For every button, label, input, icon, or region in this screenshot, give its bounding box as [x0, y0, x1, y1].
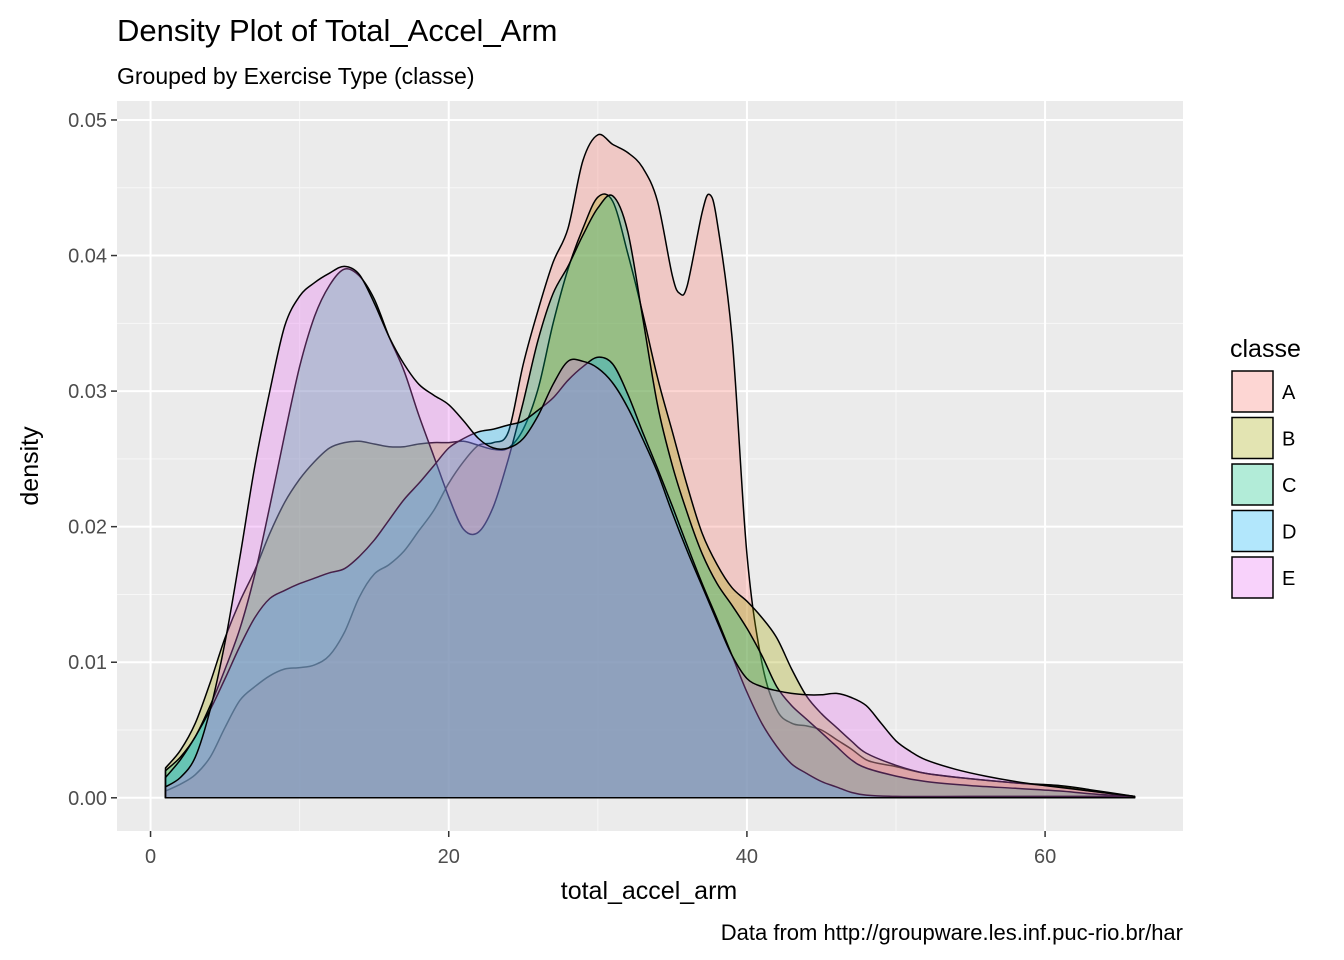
legend: A B C D E	[1231, 370, 1296, 599]
legend-label-a: A	[1282, 382, 1296, 404]
y-axis-title: density	[16, 426, 44, 506]
legend-key-c	[1231, 463, 1274, 506]
density-area-e	[164, 265, 1136, 799]
legend-key-bg-c	[1231, 463, 1274, 506]
chart-title: Density Plot of Total_Accel_Arm	[117, 13, 558, 48]
chart-caption: Data from http://groupware.les.inf.puc-r…	[721, 920, 1183, 945]
y-tick-label: 0.00	[68, 788, 107, 810]
x-tick-label: 0	[145, 846, 156, 868]
x-axis-title: total_accel_arm	[561, 877, 737, 905]
legend-key-a	[1231, 370, 1274, 413]
density-area-d	[164, 356, 1136, 799]
legend-key-bg-e	[1231, 556, 1274, 599]
density-areas	[164, 133, 1136, 799]
legend-key-b	[1231, 416, 1274, 460]
x-tick-label: 60	[1034, 846, 1056, 868]
y-axis-ticks: 0.00 0.01 0.02 0.03 0.04 0.05	[68, 110, 117, 810]
legend-key-bg-b	[1231, 416, 1274, 460]
x-tick-label: 20	[438, 846, 460, 868]
legend-label-d: D	[1282, 522, 1296, 544]
legend-label-e: E	[1282, 568, 1295, 590]
legend-key-bg-a	[1231, 370, 1274, 413]
plot-panel	[117, 101, 1183, 831]
y-tick-label: 0.01	[68, 652, 107, 674]
legend-key-e	[1231, 556, 1274, 599]
y-tick-label: 0.05	[68, 110, 107, 132]
legend-label-b: B	[1282, 429, 1295, 451]
y-tick-label: 0.03	[68, 381, 107, 403]
density-area-c	[164, 194, 1136, 799]
y-tick-label: 0.04	[68, 246, 107, 268]
chart-subtitle: Grouped by Exercise Type (classe)	[117, 63, 475, 89]
density-area-a	[164, 133, 1136, 799]
minor-gridlines	[117, 101, 1183, 831]
x-tick-label: 40	[736, 846, 758, 868]
y-tick-label: 0.02	[68, 517, 107, 539]
legend-key-d	[1231, 509, 1274, 553]
density-area-b	[164, 193, 1136, 799]
x-axis-ticks: 0 20 40 60	[145, 831, 1056, 868]
legend-label-c: C	[1282, 475, 1296, 497]
legend-title: classe	[1230, 335, 1301, 363]
legend-key-bg-d	[1231, 509, 1274, 553]
